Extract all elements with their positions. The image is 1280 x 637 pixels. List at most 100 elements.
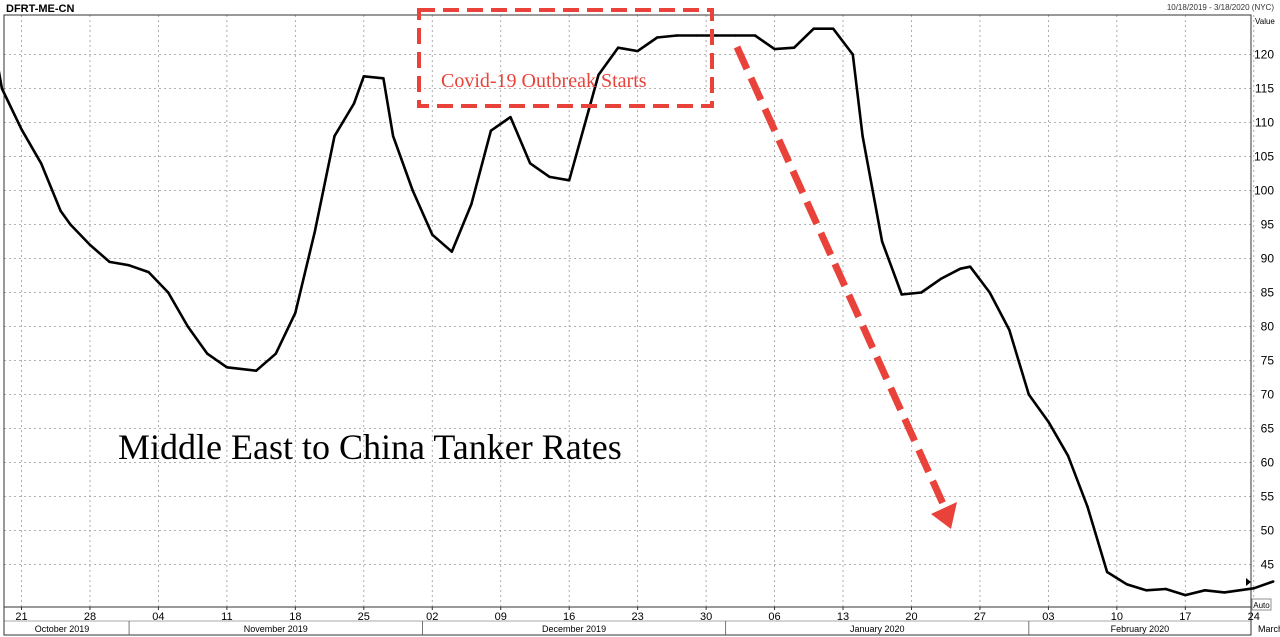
series-point bbox=[362, 75, 365, 78]
series-point bbox=[333, 134, 336, 138]
series-point bbox=[861, 134, 864, 138]
last-value-marker-icon bbox=[1246, 578, 1251, 586]
x-tick-label: 25 bbox=[358, 611, 370, 623]
y-axis-label: Value bbox=[1255, 17, 1275, 26]
series-point bbox=[294, 311, 297, 315]
series-point bbox=[1164, 587, 1168, 591]
series-point bbox=[753, 34, 757, 37]
x-tick-label: 02 bbox=[426, 611, 438, 623]
annotation-label: Covid-19 Outbreak Starts bbox=[441, 70, 647, 92]
y-tick-label: 45 bbox=[1261, 558, 1275, 572]
downtrend-arrowhead-icon bbox=[931, 502, 957, 529]
x-tick-label: 30 bbox=[700, 611, 712, 623]
series-point bbox=[1252, 587, 1256, 590]
series-point bbox=[20, 128, 23, 131]
series-point bbox=[714, 34, 718, 37]
series-point bbox=[0, 87, 4, 90]
series-point bbox=[431, 233, 434, 236]
plot-frame bbox=[3, 14, 1252, 608]
month-label: November 2019 bbox=[244, 624, 308, 634]
series-point bbox=[1203, 589, 1207, 592]
series-point bbox=[1145, 589, 1148, 592]
series-point bbox=[900, 293, 903, 296]
series-point bbox=[225, 366, 229, 369]
series-point bbox=[832, 27, 835, 30]
x-tick-label: 21 bbox=[15, 611, 27, 623]
series-point bbox=[450, 250, 453, 253]
series-point bbox=[255, 369, 258, 372]
series-point bbox=[616, 46, 620, 49]
series-point bbox=[313, 230, 317, 233]
series-point bbox=[656, 36, 659, 39]
series-point bbox=[411, 189, 414, 192]
y-tick-label: 65 bbox=[1261, 422, 1275, 436]
x-tick-label: 18 bbox=[289, 611, 301, 623]
series-point bbox=[1047, 420, 1050, 423]
series-point bbox=[59, 209, 62, 213]
series-point bbox=[127, 264, 131, 267]
series-point bbox=[597, 73, 600, 77]
y-tick-label: 50 bbox=[1261, 524, 1275, 538]
series-point bbox=[568, 179, 571, 182]
month-label: December 2019 bbox=[542, 624, 606, 634]
series-point bbox=[812, 27, 815, 30]
x-tick-label: 27 bbox=[974, 611, 986, 623]
series-point bbox=[773, 47, 776, 51]
series-point bbox=[88, 243, 92, 247]
x-tick-label: 28 bbox=[84, 611, 96, 623]
series-point bbox=[939, 277, 942, 281]
series-line bbox=[0, 27, 1274, 597]
horizontal-gridlines bbox=[4, 54, 1251, 565]
series-point bbox=[1223, 591, 1226, 594]
downtrend-arrow-shaft bbox=[733, 45, 948, 508]
y-axis-ticks: 45 50 55 60 65 70 75 80 85 90 95 100 105 110 115 120 bbox=[1254, 48, 1274, 572]
y-tick-label: 105 bbox=[1254, 150, 1274, 164]
vertical-gridlines bbox=[21, 15, 1255, 607]
series-point bbox=[167, 291, 170, 294]
auto-scale-label: Auto bbox=[1253, 601, 1270, 610]
y-tick-label: 75 bbox=[1261, 354, 1275, 368]
series-point bbox=[1027, 393, 1031, 396]
series-point bbox=[470, 202, 473, 206]
x-tick-label: 09 bbox=[495, 611, 507, 623]
y-tick-label: 55 bbox=[1261, 490, 1275, 504]
series-point bbox=[39, 162, 43, 165]
y-tick-label: 115 bbox=[1255, 82, 1274, 96]
x-tick-label: 03 bbox=[1042, 611, 1054, 623]
x-tick-label: 10 bbox=[1111, 611, 1123, 623]
series-point bbox=[108, 260, 111, 264]
series-point bbox=[1066, 454, 1070, 457]
x-tick-label: 16 bbox=[563, 611, 575, 623]
series-point bbox=[1272, 580, 1275, 583]
y-tick-label: 120 bbox=[1254, 48, 1274, 62]
series-point bbox=[69, 223, 72, 226]
series-point bbox=[988, 291, 991, 294]
series-point bbox=[147, 270, 150, 274]
y-tick-label: 90 bbox=[1261, 252, 1275, 266]
y-tick-label: 95 bbox=[1261, 218, 1275, 232]
series-point bbox=[382, 77, 385, 80]
series-point bbox=[206, 352, 209, 355]
y-tick-label: 100 bbox=[1254, 184, 1274, 198]
y-tick-label: 110 bbox=[1255, 116, 1274, 130]
y-tick-label: 70 bbox=[1261, 388, 1275, 402]
series-point bbox=[352, 102, 356, 105]
auto-scale-button[interactable] bbox=[1251, 598, 1272, 611]
month-label: February 2020 bbox=[1111, 624, 1170, 634]
chart-title: Middle East to China Tanker Rates bbox=[118, 427, 622, 467]
series-point bbox=[734, 34, 737, 37]
month-labels: October 2019 November 2019 December 2019 Ja… bbox=[35, 621, 1280, 635]
series-point bbox=[548, 175, 551, 179]
series-point bbox=[880, 240, 884, 243]
ticker-label: DFRT-ME-CN bbox=[6, 3, 74, 15]
series-point bbox=[1105, 570, 1109, 574]
series-point bbox=[391, 134, 395, 138]
series-point bbox=[969, 265, 972, 268]
series-point bbox=[489, 129, 493, 132]
y-tick-label: 85 bbox=[1261, 286, 1275, 300]
series-point bbox=[186, 325, 189, 328]
series-point bbox=[695, 34, 698, 37]
x-tick-label: 11 bbox=[221, 611, 232, 623]
x-tick-label: 06 bbox=[768, 611, 780, 623]
date-range-label: 10/18/2019 - 3/18/2020 (NYC) bbox=[1167, 3, 1275, 12]
